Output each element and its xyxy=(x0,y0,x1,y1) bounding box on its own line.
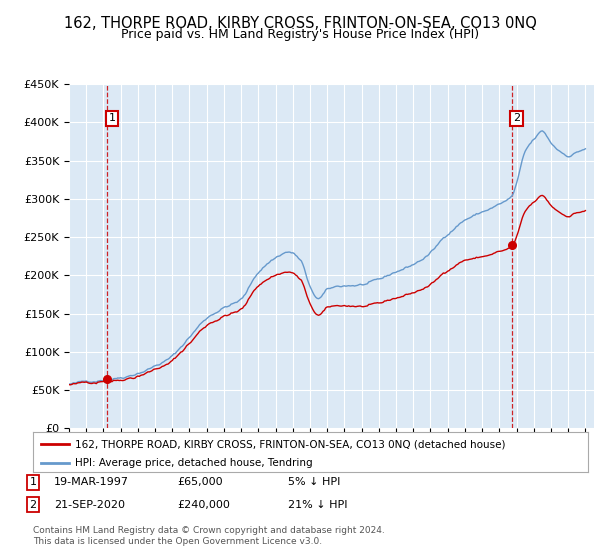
Text: 5% ↓ HPI: 5% ↓ HPI xyxy=(288,477,340,487)
Text: £240,000: £240,000 xyxy=(177,500,230,510)
Text: 162, THORPE ROAD, KIRBY CROSS, FRINTON-ON-SEA, CO13 0NQ: 162, THORPE ROAD, KIRBY CROSS, FRINTON-O… xyxy=(64,16,536,31)
Text: 21-SEP-2020: 21-SEP-2020 xyxy=(54,500,125,510)
Text: 2: 2 xyxy=(513,114,520,123)
Text: 1: 1 xyxy=(29,477,37,487)
Text: 1: 1 xyxy=(109,114,116,123)
Text: Contains HM Land Registry data © Crown copyright and database right 2024.
This d: Contains HM Land Registry data © Crown c… xyxy=(33,526,385,546)
Text: 21% ↓ HPI: 21% ↓ HPI xyxy=(288,500,347,510)
Text: £65,000: £65,000 xyxy=(177,477,223,487)
Text: Price paid vs. HM Land Registry's House Price Index (HPI): Price paid vs. HM Land Registry's House … xyxy=(121,28,479,41)
Text: 2: 2 xyxy=(29,500,37,510)
Text: HPI: Average price, detached house, Tendring: HPI: Average price, detached house, Tend… xyxy=(74,458,312,468)
Text: 162, THORPE ROAD, KIRBY CROSS, FRINTON-ON-SEA, CO13 0NQ (detached house): 162, THORPE ROAD, KIRBY CROSS, FRINTON-O… xyxy=(74,439,505,449)
Text: 19-MAR-1997: 19-MAR-1997 xyxy=(54,477,129,487)
